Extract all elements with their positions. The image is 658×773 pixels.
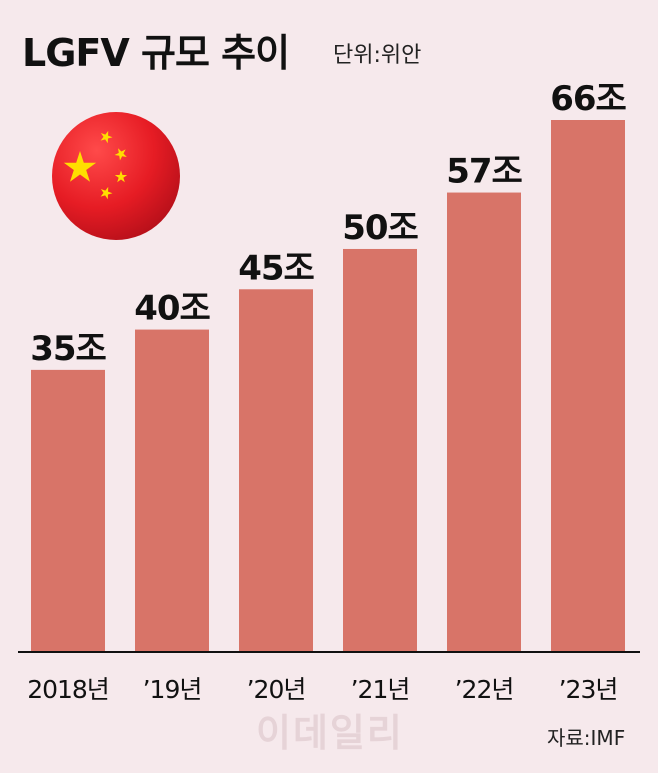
chart-title: LGFV 규모 추이 [22, 31, 289, 75]
bar-3 [343, 248, 417, 652]
value-label-3: 50조 [342, 208, 418, 248]
bar-5 [551, 120, 625, 652]
value-label-4: 57조 [446, 152, 522, 192]
x-tick-label-5: ’23년 [559, 675, 618, 704]
x-tick-label-2: ’20년 [247, 675, 306, 704]
x-tick-label-3: ’21년 [351, 675, 410, 704]
value-labels: 35조 40조 45조 50조 57조 66조 [30, 79, 627, 369]
bar-1 [135, 329, 209, 652]
value-label-5: 66조 [550, 79, 626, 119]
china-flag-icon [52, 112, 180, 240]
value-label-0: 35조 [30, 329, 106, 369]
bar-0 [31, 369, 105, 652]
x-tick-label-0: 2018년 [27, 675, 109, 704]
watermark: 이데일리 [256, 711, 404, 755]
value-label-1: 40조 [134, 289, 210, 329]
value-label-2: 45조 [238, 248, 314, 288]
bar-2 [239, 289, 313, 652]
x-tick-label-4: ’22년 [455, 675, 514, 704]
x-tick-labels: 2018년 ’19년 ’20년 ’21년 ’22년 ’23년 [27, 675, 618, 704]
x-tick-label-1: ’19년 [143, 675, 202, 704]
bars [31, 120, 625, 652]
unit-label: 단위:위안 [333, 43, 421, 68]
bar-4 [447, 192, 521, 652]
source-label: 자료:IMF [547, 726, 625, 750]
